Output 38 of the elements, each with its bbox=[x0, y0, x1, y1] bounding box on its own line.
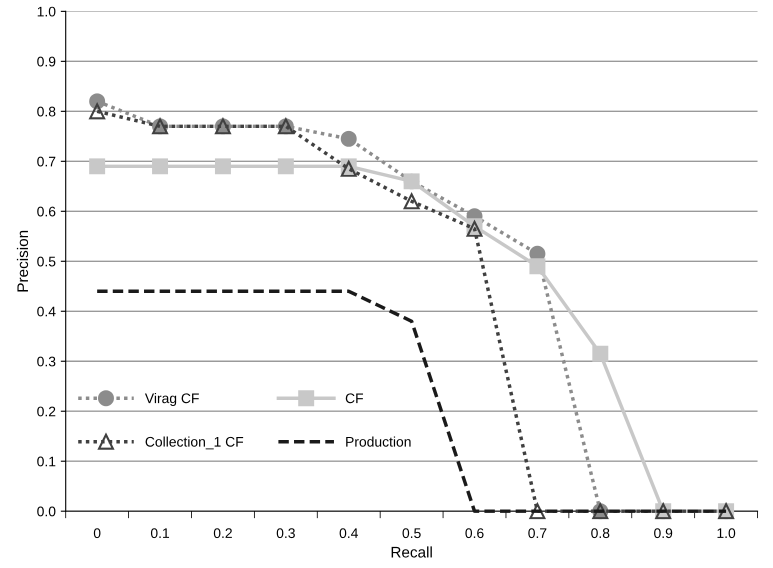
y-tick-label: 0.6 bbox=[37, 206, 56, 216]
legend-label: Production bbox=[346, 436, 411, 447]
y-tick-label: 0.5 bbox=[37, 256, 56, 266]
x-tick-label: 0.5 bbox=[402, 528, 421, 538]
x-axis-title: Recall bbox=[392, 546, 432, 558]
y-tick-label: 0.7 bbox=[37, 156, 56, 166]
y-tick-label: 0.9 bbox=[37, 56, 56, 67]
y-tick-label: 0.8 bbox=[37, 106, 56, 116]
x-tick-label: 0.2 bbox=[214, 528, 232, 538]
x-tick-label: 1.0 bbox=[718, 528, 736, 538]
point bbox=[529, 258, 546, 274]
y-tick-label: 0.4 bbox=[37, 306, 56, 316]
x-tick-label: 0 bbox=[94, 528, 100, 538]
point bbox=[592, 346, 608, 362]
y-tick-label: 0.3 bbox=[37, 356, 56, 366]
x-tick-label: 0.7 bbox=[528, 528, 546, 538]
y-tick-label: 0.2 bbox=[37, 406, 56, 416]
legend-label: Collection_1 CF bbox=[146, 436, 244, 450]
point bbox=[89, 158, 106, 174]
y-axis-title: Precision bbox=[16, 230, 28, 292]
x-tick-label: 0.8 bbox=[591, 528, 610, 538]
legend-label: Virag CF bbox=[144, 393, 199, 406]
y-tick-label: 1.0 bbox=[38, 6, 56, 17]
point bbox=[278, 158, 294, 174]
point bbox=[529, 503, 546, 520]
point bbox=[89, 103, 106, 120]
x-tick-label: 0.9 bbox=[654, 528, 672, 538]
x-tick-label: 0.6 bbox=[465, 528, 484, 538]
y-tick-label: 0.1 bbox=[37, 456, 56, 466]
y-tick-label: 0.0 bbox=[37, 506, 56, 516]
point bbox=[152, 158, 168, 174]
legend-label: CF bbox=[346, 393, 364, 404]
point bbox=[404, 193, 420, 210]
x-tick-label: 0.4 bbox=[340, 528, 358, 538]
x-tick-label: 0.3 bbox=[276, 528, 295, 538]
point bbox=[214, 158, 231, 174]
point bbox=[340, 130, 357, 147]
x-tick-label: 0.1 bbox=[150, 528, 170, 538]
